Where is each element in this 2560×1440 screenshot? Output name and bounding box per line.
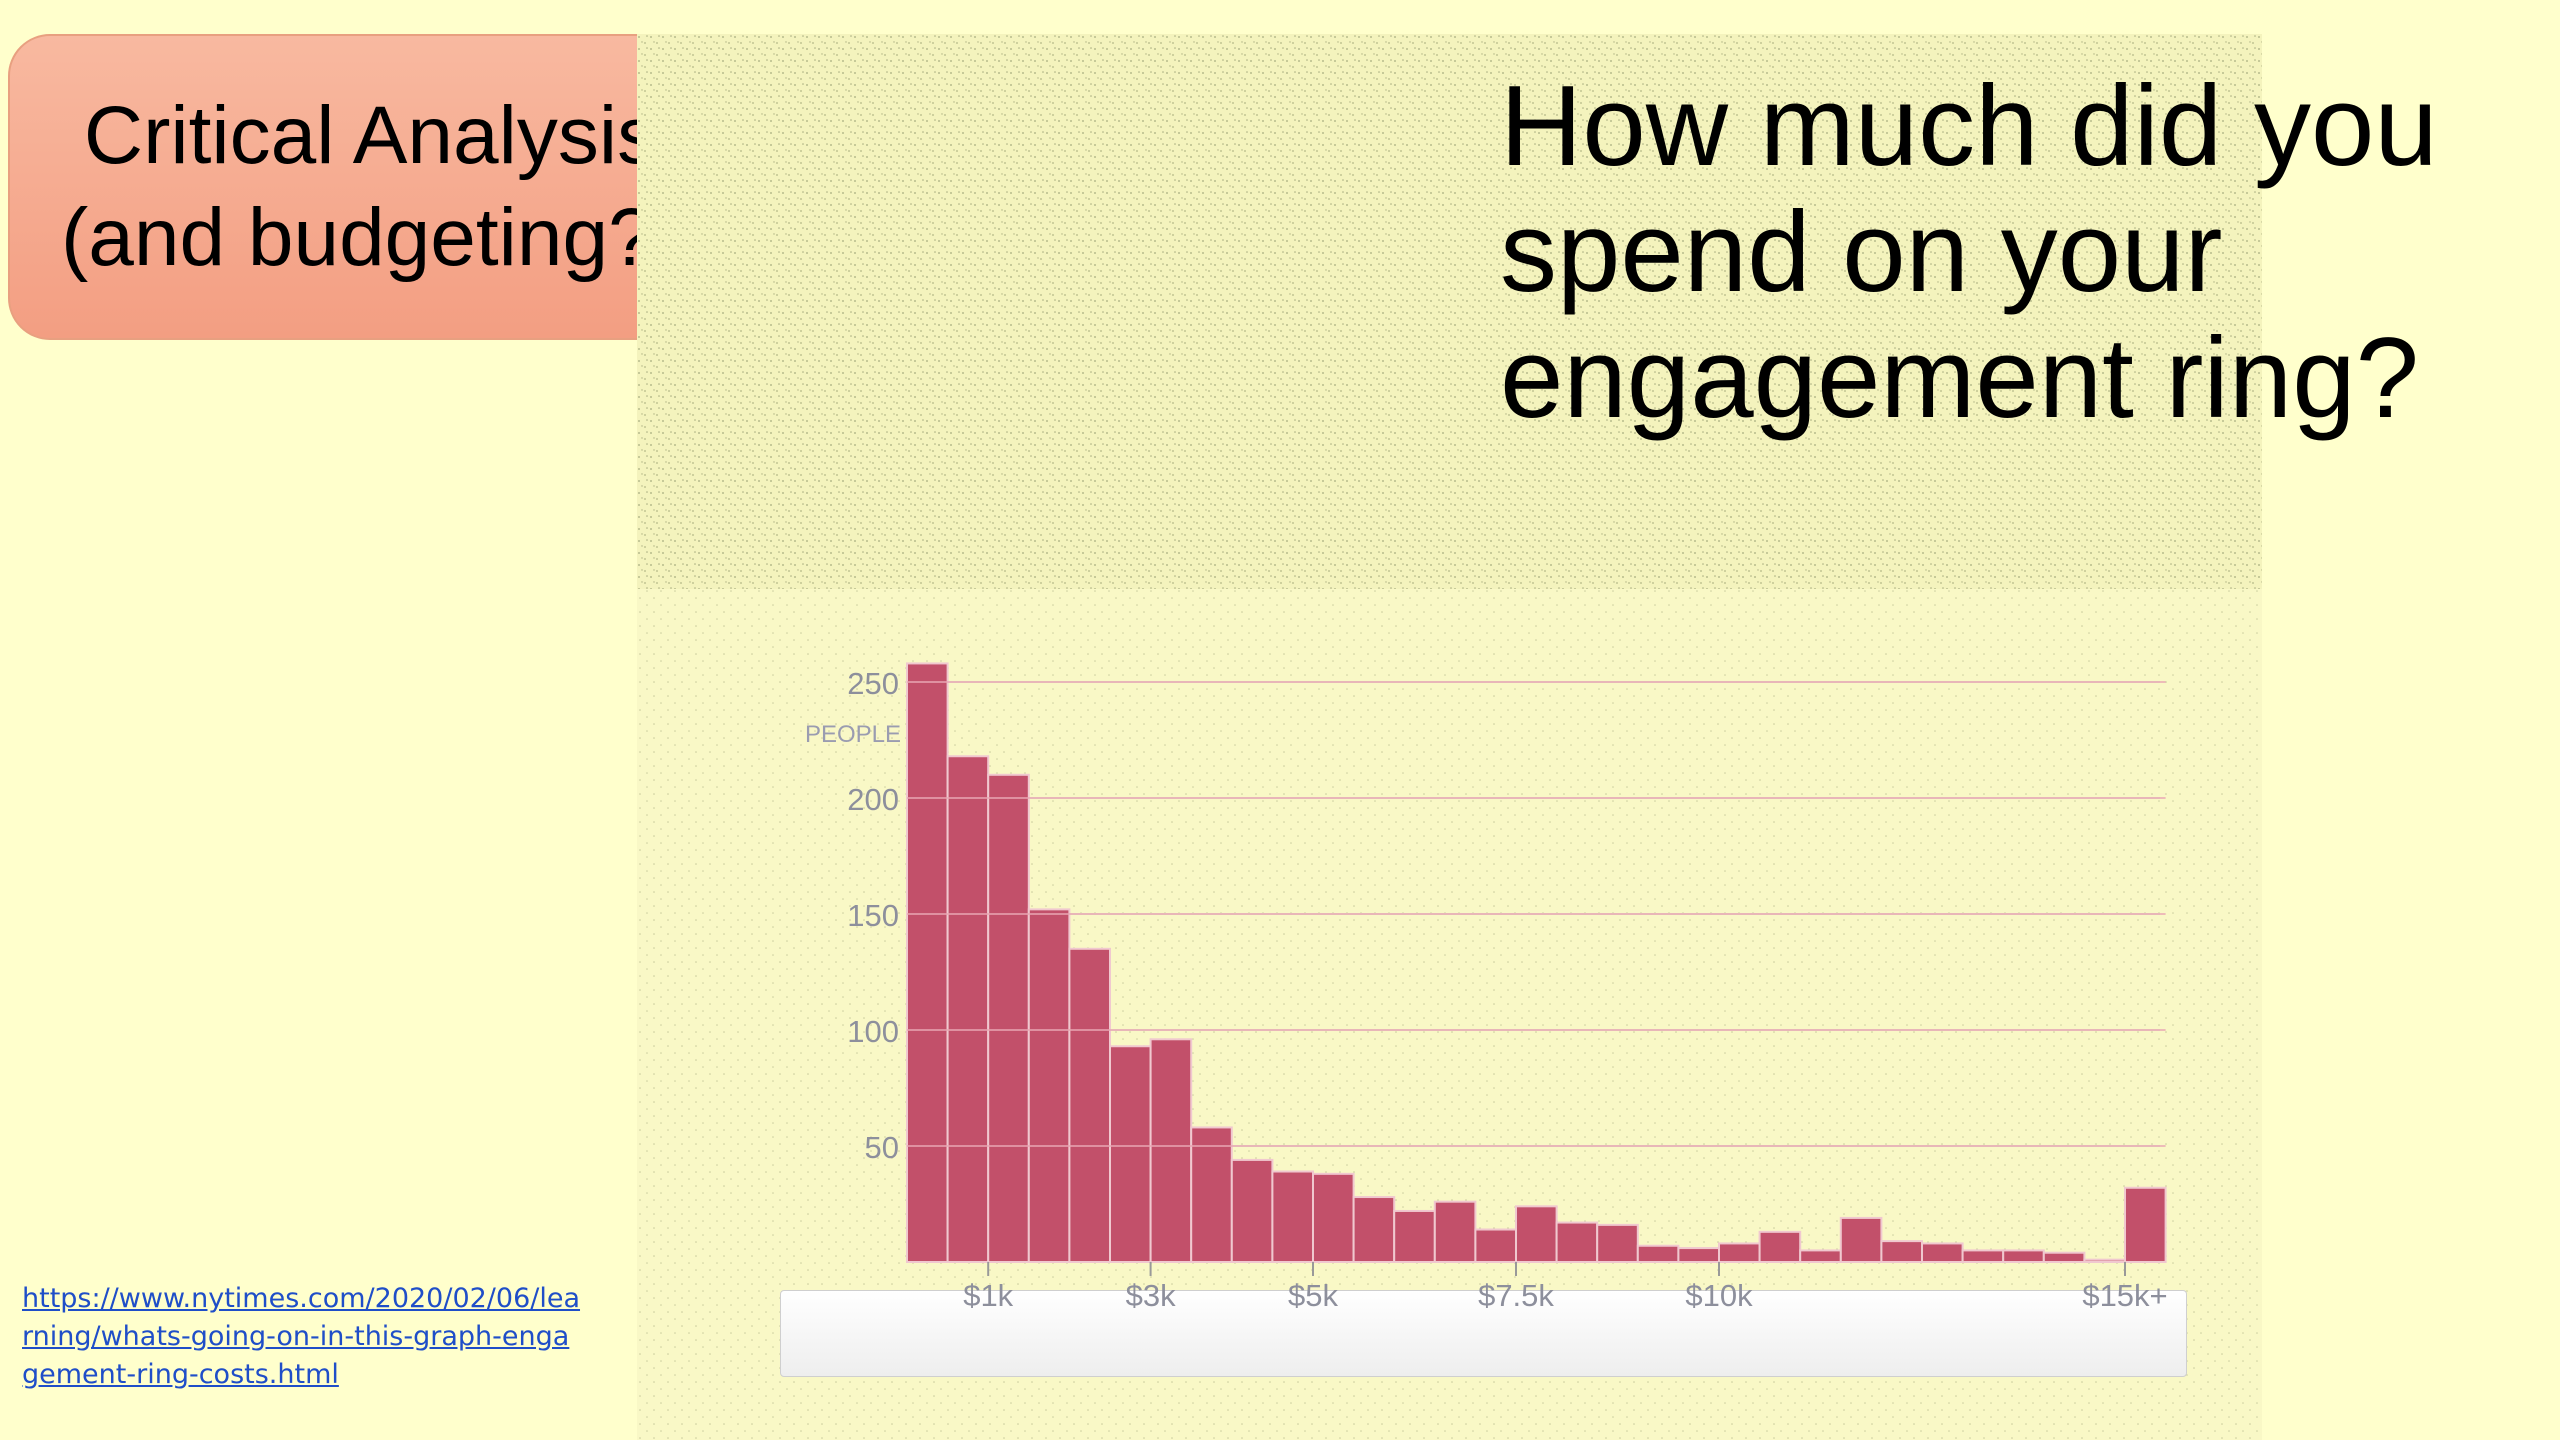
- histogram-bar: [1312, 1172, 1355, 1263]
- histogram-bar: [2042, 1251, 2086, 1263]
- callout-line-2: (and budgeting?): [60, 192, 682, 283]
- histogram-bar: [1433, 1200, 1477, 1264]
- histogram-bar: [1839, 1216, 1883, 1264]
- histogram-bar: [1149, 1038, 1193, 1264]
- y-tick-label: 250: [847, 666, 899, 701]
- y-tick-label: 150: [847, 898, 899, 933]
- histogram-bar: [1758, 1230, 1802, 1263]
- histogram-bar: [1271, 1170, 1315, 1264]
- histogram-bar: [1027, 908, 1071, 1263]
- histogram-bar: [1799, 1249, 1842, 1264]
- histogram-bar: [1190, 1126, 1233, 1263]
- source-link[interactable]: https://www.nytimes.com/2020/02/06/learn…: [22, 1283, 581, 1390]
- histogram-bar: [1636, 1244, 1680, 1264]
- title-callout: Critical Analysis (and budgeting?): [8, 34, 734, 340]
- histogram-bar: [2083, 1258, 2127, 1264]
- question-line-1: How much did you: [1500, 63, 2438, 190]
- histogram-chart: 50 100 150 200 250 PEOPLE: [637, 34, 2262, 1440]
- histogram-bar: [1555, 1221, 1599, 1264]
- histogram-bar: [987, 773, 1030, 1263]
- histogram-bar: [946, 755, 990, 1263]
- histogram-bar: [1718, 1242, 1761, 1263]
- histogram-bar: [1393, 1209, 1436, 1263]
- histogram-bar: [1109, 1045, 1152, 1263]
- histogram-bar: [1961, 1249, 2005, 1264]
- y-tick-label: 100: [847, 1014, 899, 1049]
- y-axis-label: PEOPLE: [805, 721, 901, 748]
- y-tick-label: 50: [865, 1130, 899, 1165]
- histogram-bar: [1352, 1196, 1396, 1264]
- histogram-bar: [1515, 1205, 1558, 1263]
- x-axis-strip: [780, 1290, 2187, 1377]
- slide-question: How much did you spend on your engagemen…: [1500, 64, 2540, 442]
- histogram-bar: [1921, 1242, 1964, 1263]
- histogram-bar: [1880, 1240, 1924, 1263]
- histogram-bar: [2002, 1249, 2045, 1264]
- histogram-bar: [1677, 1247, 1721, 1263]
- histogram-bar: [1474, 1228, 1518, 1264]
- histogram-bar: [1230, 1158, 1274, 1264]
- histogram-bar: [2124, 1186, 2167, 1264]
- histogram-bar: [1068, 947, 1111, 1263]
- y-tick-label: 200: [847, 782, 899, 817]
- histogram-bar: [906, 662, 949, 1263]
- callout-line-1: Critical Analysis: [83, 90, 659, 181]
- question-line-2: spend on your: [1500, 189, 2223, 316]
- question-line-3: engagement ring?: [1500, 315, 2420, 442]
- histogram-panel: 50 100 150 200 250 PEOPLE: [637, 34, 2262, 1440]
- histogram-bar: [1596, 1223, 1639, 1264]
